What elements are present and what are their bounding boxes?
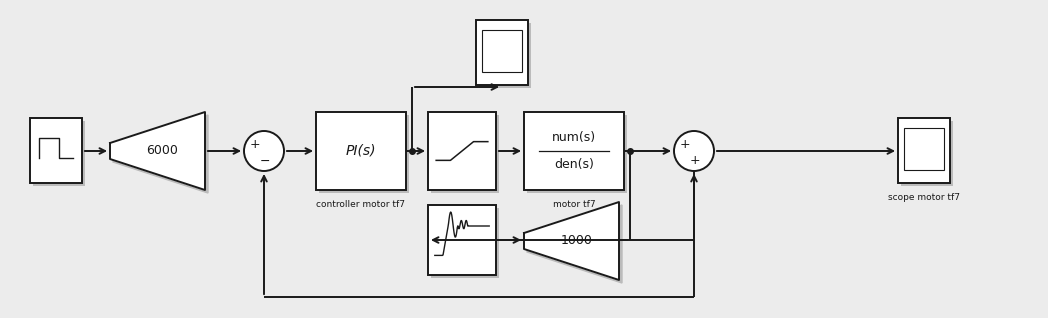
Text: controller motor tf7: controller motor tf7 — [316, 200, 406, 209]
Text: motor tf7: motor tf7 — [552, 200, 595, 209]
Bar — [32, 121, 85, 186]
Bar — [527, 115, 627, 193]
Bar — [319, 115, 409, 193]
Bar — [482, 30, 522, 72]
Polygon shape — [110, 112, 205, 190]
Text: den(s): den(s) — [554, 158, 594, 171]
Text: +: + — [680, 139, 691, 151]
Bar — [316, 112, 406, 190]
Bar — [898, 118, 949, 183]
Polygon shape — [527, 205, 623, 283]
Text: PI(s): PI(s) — [346, 144, 376, 158]
Circle shape — [244, 131, 284, 171]
Bar — [476, 20, 528, 85]
Bar — [524, 112, 624, 190]
Bar — [479, 23, 531, 88]
Text: +: + — [249, 139, 260, 151]
Text: −: − — [260, 155, 270, 168]
Polygon shape — [113, 115, 208, 193]
Circle shape — [674, 131, 714, 171]
Polygon shape — [524, 202, 619, 280]
Text: +: + — [690, 155, 700, 168]
Bar — [431, 115, 499, 193]
Bar — [428, 112, 496, 190]
Bar — [30, 118, 82, 183]
Text: num(s): num(s) — [552, 131, 596, 144]
Bar — [901, 121, 953, 186]
Text: 6000: 6000 — [147, 144, 178, 157]
Text: scope motor tf7: scope motor tf7 — [888, 193, 960, 202]
Text: 1000: 1000 — [561, 234, 592, 247]
Bar — [904, 128, 944, 170]
Bar — [428, 205, 496, 275]
Bar — [431, 208, 499, 278]
